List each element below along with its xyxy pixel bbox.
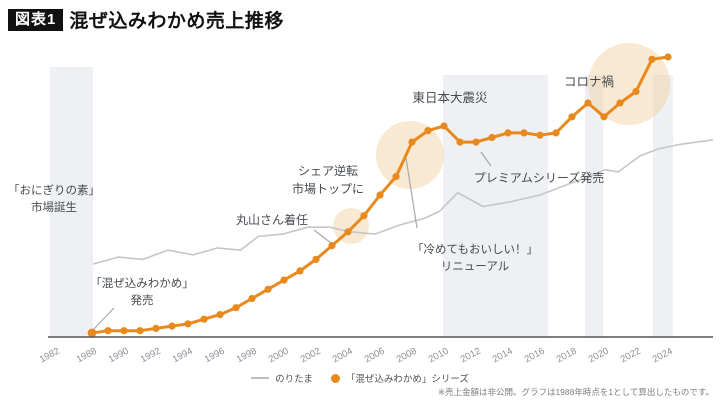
data-point <box>488 133 496 142</box>
data-point <box>616 99 624 107</box>
legend-item-noritama: のりたま <box>251 371 313 385</box>
data-point <box>456 138 464 146</box>
data-point <box>648 55 656 63</box>
leader-line <box>405 157 418 229</box>
data-point <box>472 138 480 146</box>
data-point <box>344 228 352 236</box>
page-title: 混ぜ込みわかめ売上推移 <box>69 11 284 32</box>
footnote: ※売上金額は非公開。グラフは1988年時点を1として算出したものです。 <box>437 387 714 397</box>
highlight-band <box>50 67 93 337</box>
data-point <box>568 113 576 121</box>
data-point <box>552 129 560 137</box>
legend-item-wakame: 「混ぜ込みわかめ」シリーズ <box>330 371 469 385</box>
highlight-band <box>585 75 603 337</box>
data-point <box>376 191 384 199</box>
legend-label: のりたま <box>275 374 313 385</box>
data-point <box>152 324 160 332</box>
data-point <box>120 327 128 335</box>
data-point <box>328 242 336 250</box>
data-point <box>168 322 176 330</box>
data-point <box>440 122 448 130</box>
leader-line <box>313 229 332 244</box>
highlight-band <box>443 75 548 337</box>
leader-line <box>92 307 115 331</box>
data-point <box>312 255 320 263</box>
data-point <box>664 53 672 61</box>
data-point <box>216 311 224 319</box>
data-point <box>584 99 592 107</box>
highlight-circle <box>376 121 444 189</box>
data-point <box>424 127 432 135</box>
data-point <box>504 129 512 137</box>
data-point <box>87 328 97 338</box>
data-point <box>280 276 288 284</box>
data-point <box>392 173 400 181</box>
noritama-line-swatch-icon <box>251 377 270 379</box>
data-point <box>200 315 208 323</box>
noritama-line <box>92 139 714 265</box>
data-point <box>264 285 272 293</box>
highlight-band <box>653 75 673 337</box>
data-point <box>248 294 256 303</box>
data-point <box>184 320 192 328</box>
legend: のりたま 「混ぜ込みわかめ」シリーズ <box>0 371 720 385</box>
legend-label: 「混ぜ込みわかめ」シリーズ <box>345 374 469 385</box>
data-point <box>232 304 240 312</box>
data-point <box>104 327 112 335</box>
data-point <box>536 131 544 139</box>
data-point <box>296 267 304 275</box>
leader-line <box>480 151 492 167</box>
chart-header: 図表1 混ぜ込みわかめ売上推移 <box>8 6 284 33</box>
data-point <box>520 129 528 137</box>
figure-badge: 図表1 <box>8 8 64 31</box>
data-point <box>360 212 368 220</box>
data-point <box>408 138 416 146</box>
data-point <box>632 87 640 96</box>
data-point <box>136 327 144 335</box>
wakame-dot-swatch-icon <box>330 373 340 383</box>
data-point <box>600 113 608 121</box>
